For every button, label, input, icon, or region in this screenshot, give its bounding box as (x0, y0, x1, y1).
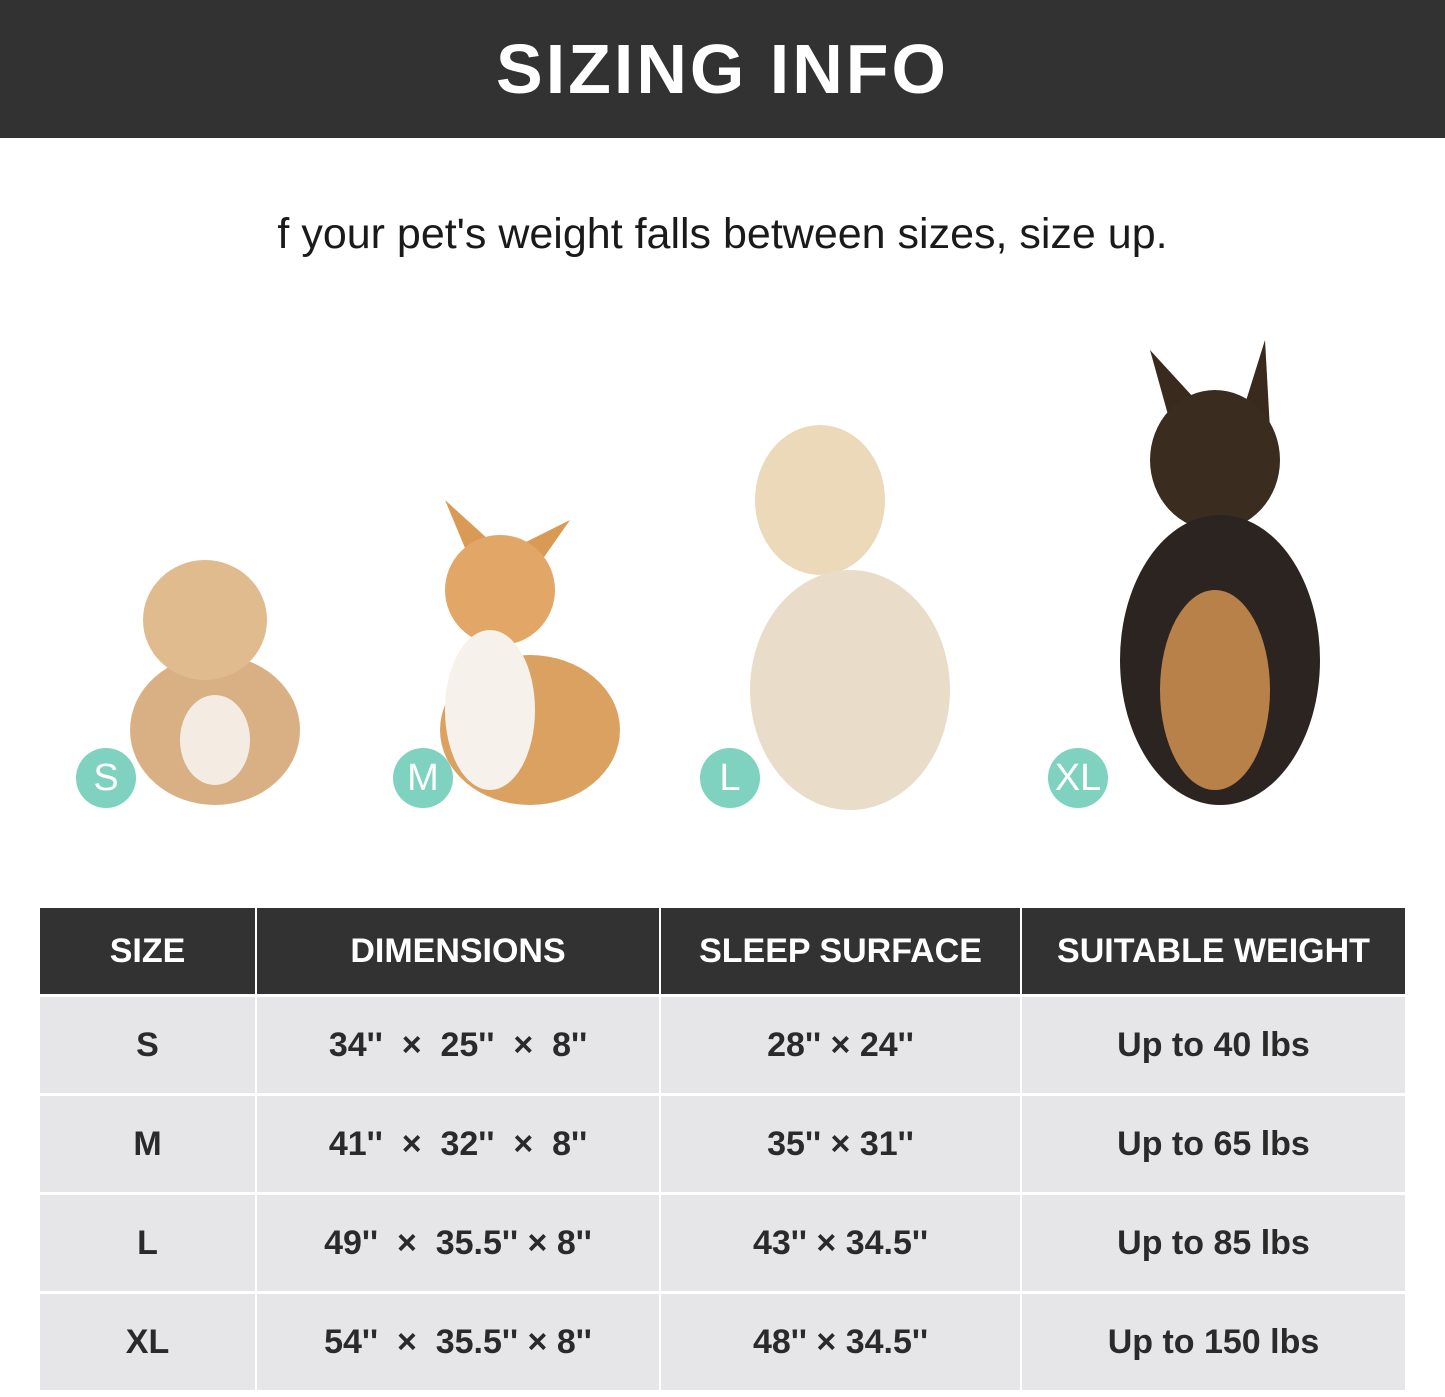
table-row: M 41'' × 32'' × 8'' 35'' × 31'' Up to 65… (40, 1093, 1405, 1194)
table-row: L 49'' × 35.5'' × 8'' 43'' × 34.5'' Up t… (40, 1192, 1405, 1293)
cell-size: L (40, 1192, 256, 1293)
dog-image-german-shepherd (1120, 340, 1320, 805)
dog-image-corgi (440, 500, 620, 805)
cell-sleep-surface: 35'' × 31'' (659, 1093, 1021, 1194)
cell-dimensions: 41'' × 32'' × 8'' (255, 1093, 660, 1194)
size-badge-xl: XL (1048, 748, 1108, 808)
dog-image-small (130, 560, 300, 805)
cell-weight: Up to 85 lbs (1020, 1192, 1405, 1293)
table-row: S 34'' × 25'' × 8'' 28'' × 24'' Up to 40… (40, 994, 1405, 1095)
cell-dimensions: 49'' × 35.5'' × 8'' (255, 1192, 660, 1293)
table-row: XL 54'' × 35.5'' × 8'' 48'' × 34.5'' Up … (40, 1291, 1405, 1390)
size-badge-s: S (76, 748, 136, 808)
size-badge-l: L (700, 748, 760, 808)
dog-size-illustrations: S M L XL (0, 330, 1445, 830)
sizing-tip: f your pet's weight falls between sizes,… (277, 210, 1168, 258)
sizing-table: SIZE DIMENSIONS SLEEP SURFACE SUITABLE W… (40, 908, 1405, 1390)
cell-dimensions: 34'' × 25'' × 8'' (255, 994, 660, 1095)
cell-dimensions: 54'' × 35.5'' × 8'' (255, 1291, 660, 1390)
cell-weight: Up to 65 lbs (1020, 1093, 1405, 1194)
cell-sleep-surface: 28'' × 24'' (659, 994, 1021, 1095)
dog-image-golden-retriever (750, 425, 950, 810)
column-header-suitable-weight: SUITABLE WEIGHT (1020, 908, 1405, 996)
cell-weight: Up to 40 lbs (1020, 994, 1405, 1095)
column-header-dimensions: DIMENSIONS (255, 908, 660, 996)
cell-weight: Up to 150 lbs (1020, 1291, 1405, 1390)
header-banner: SIZING INFO (0, 0, 1445, 138)
cell-sleep-surface: 48'' × 34.5'' (659, 1291, 1021, 1390)
page-title: SIZING INFO (496, 30, 949, 108)
column-header-size: SIZE (40, 908, 256, 996)
cell-size: S (40, 994, 256, 1095)
cell-sleep-surface: 43'' × 34.5'' (659, 1192, 1021, 1293)
cell-size: M (40, 1093, 256, 1194)
table-header-row: SIZE DIMENSIONS SLEEP SURFACE SUITABLE W… (40, 908, 1405, 996)
column-header-sleep-surface: SLEEP SURFACE (659, 908, 1021, 996)
cell-size: XL (40, 1291, 256, 1390)
size-badge-m: M (393, 748, 453, 808)
dog-images (130, 340, 1320, 810)
